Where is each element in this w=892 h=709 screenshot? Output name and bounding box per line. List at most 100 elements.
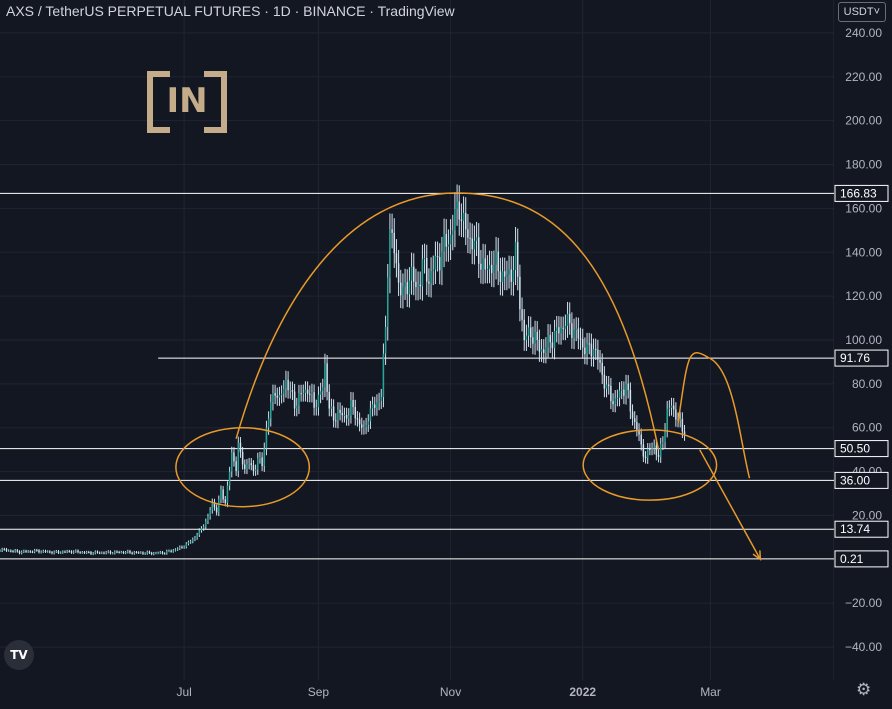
candle-100 (215, 504, 218, 516)
candle-258 (558, 316, 560, 345)
candle-242 (523, 309, 525, 351)
candle-94 (202, 524, 205, 531)
tradingview-logo-icon[interactable]: TV (4, 640, 34, 670)
candle-240 (519, 264, 521, 322)
candle-12 (25, 549, 27, 553)
candle-226 (488, 250, 491, 284)
candle-249 (538, 329, 541, 362)
candle-5 (10, 549, 12, 553)
candle-198 (428, 268, 430, 297)
candle-44 (94, 550, 97, 555)
candle-135 (291, 381, 294, 401)
time-axis[interactable]: Jul Sep Nov 2022 Mar (176, 685, 720, 699)
candle-82 (176, 547, 179, 551)
candle-190 (410, 252, 413, 295)
candle-267 (577, 317, 580, 350)
down-arrow-drawing[interactable] (699, 449, 762, 560)
price-level-lines[interactable] (0, 192, 834, 560)
candle-125 (270, 394, 272, 427)
candle-50 (107, 550, 110, 554)
y-tick-label: 100.00 (845, 333, 882, 347)
price-level-labels: 166.83 91.76 50.50 36.00 13.74 0.21 (834, 184, 889, 568)
candle-38 (81, 551, 84, 554)
candle-72 (155, 551, 157, 555)
gear-icon[interactable]: ⚙ (856, 680, 872, 700)
candle-295 (638, 423, 640, 442)
y-tick-label: 240.00 (845, 26, 882, 40)
candle-260 (562, 316, 564, 341)
candle-311 (672, 397, 675, 418)
candle-147 (317, 386, 320, 416)
candle-233 (503, 257, 506, 291)
candle-314 (679, 411, 681, 428)
candle-70 (150, 551, 153, 556)
candle-272 (588, 332, 590, 355)
highlight-circle-0[interactable] (175, 426, 311, 508)
candle-290 (627, 375, 629, 399)
candle-112 (241, 446, 244, 470)
projection-curve-drawing[interactable] (677, 352, 751, 479)
candle-150 (324, 353, 326, 398)
candle-172 (371, 396, 374, 417)
candle-99 (213, 498, 216, 511)
y-tick-label: 20.00 (852, 508, 882, 522)
candle-95 (205, 518, 207, 530)
candle-160 (345, 407, 348, 426)
candle-297 (642, 438, 645, 463)
candle-104 (224, 496, 227, 507)
candle-90 (194, 535, 196, 542)
candle-144 (311, 383, 313, 403)
price-level-label-3: 36.00 (834, 471, 889, 489)
candle-42 (90, 551, 92, 556)
candle-116 (250, 458, 253, 471)
price-axis[interactable]: 240.00 220.00 200.00 180.00 160.00 140.00 120.… (845, 26, 882, 654)
candle-199 (430, 257, 432, 298)
candle-145 (313, 384, 315, 416)
candle-30 (64, 550, 66, 554)
candle-214 (462, 196, 465, 238)
candle-119 (257, 452, 259, 475)
candle-256 (553, 319, 556, 360)
candle-264 (571, 312, 573, 349)
candle-257 (555, 315, 558, 343)
candle-275 (594, 338, 597, 360)
candle-108 (233, 447, 235, 467)
candle-8 (16, 549, 19, 553)
candle-56 (120, 550, 123, 554)
drawings-layer[interactable] (175, 192, 762, 561)
candle-155 (335, 413, 337, 428)
candle-3 (5, 547, 8, 552)
price-level-label-4: 13.74 (834, 520, 889, 538)
candle-77 (166, 549, 168, 555)
dome-arc-drawing[interactable] (235, 192, 660, 450)
candle-48 (103, 551, 105, 555)
candle-113 (244, 459, 246, 474)
price-level-label-0: 166.83 (834, 184, 889, 202)
candle-225 (486, 255, 489, 284)
candle-133 (287, 371, 289, 399)
candle-281 (607, 375, 610, 395)
candle-36 (77, 549, 79, 554)
candle-301 (651, 442, 653, 456)
candle-215 (464, 197, 467, 246)
candle-285 (616, 389, 619, 407)
candle-13 (27, 550, 29, 553)
highlight-circle-1[interactable] (582, 429, 718, 501)
candle-202 (436, 241, 439, 272)
candle-219 (473, 225, 476, 265)
candle-312 (675, 402, 677, 427)
candle-183 (395, 239, 398, 278)
candle-296 (640, 428, 642, 451)
candle-64 (137, 551, 140, 554)
time-axis-background[interactable] (0, 680, 892, 704)
candle-168 (363, 420, 365, 435)
grid-layer (0, 0, 835, 680)
candle-128 (276, 387, 279, 406)
candle-299 (646, 443, 649, 464)
candle-278 (601, 353, 603, 384)
candle-28 (59, 551, 62, 555)
candle-120 (259, 451, 261, 464)
currency-selector[interactable]: USDT˅ (837, 2, 886, 22)
